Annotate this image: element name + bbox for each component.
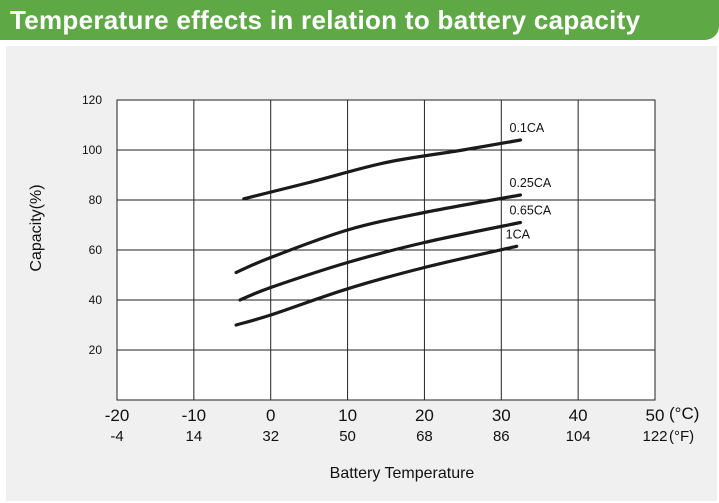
- x-tick-label: 10: [338, 406, 357, 425]
- series-line: [242, 138, 523, 201]
- y-tick-label: 40: [89, 293, 103, 307]
- x2-tick-label: 32: [262, 428, 279, 445]
- x-tick-label: -20: [105, 406, 130, 425]
- y-tick-label: 20: [89, 343, 103, 357]
- y-axis-label: Capacity(%): [28, 184, 45, 271]
- x2-tick-label: 50: [339, 428, 356, 445]
- x2-tick-label: 86: [493, 428, 510, 445]
- chart-series: [234, 138, 523, 327]
- x2-tick-label: 14: [186, 428, 203, 445]
- page-title: Temperature effects in relation to batte…: [0, 0, 719, 40]
- chart-labels: 20 40 60 80 100 120 -20 -10 0 10 20 30 40 50 -4 14 32 50 6…: [82, 93, 668, 445]
- x-tick-label: -10: [182, 406, 207, 425]
- x-unit-fahrenheit: (°F): [669, 428, 694, 445]
- x-axis-label: Battery Temperature: [330, 465, 475, 482]
- x-tick-label: 20: [415, 406, 434, 425]
- x2-tick-label: 122: [642, 428, 667, 445]
- chart-grid: [116, 99, 656, 401]
- x-tick-label: 50: [646, 406, 665, 425]
- y-tick-label: 80: [89, 193, 103, 207]
- x-tick-label: 30: [492, 406, 511, 425]
- series-label: 0.65CA: [510, 204, 552, 218]
- x-tick-label: 40: [569, 406, 588, 425]
- series-line: [234, 193, 523, 275]
- y-tick-label: 60: [89, 243, 103, 257]
- series-label: 1CA: [506, 227, 531, 241]
- y-tick-label: 100: [82, 143, 102, 157]
- series-line: [238, 220, 523, 302]
- x2-tick-label: 104: [566, 428, 591, 445]
- series-label: 0.25CA: [510, 176, 552, 190]
- x-tick-label: 0: [266, 406, 275, 425]
- x2-tick-label: 68: [416, 428, 433, 445]
- x2-tick-label: -4: [110, 428, 123, 445]
- series-label: 0.1CA: [510, 121, 545, 135]
- x-unit-celsius: (°C): [669, 404, 699, 423]
- series-line: [234, 244, 519, 327]
- y-tick-label: 120: [82, 93, 102, 107]
